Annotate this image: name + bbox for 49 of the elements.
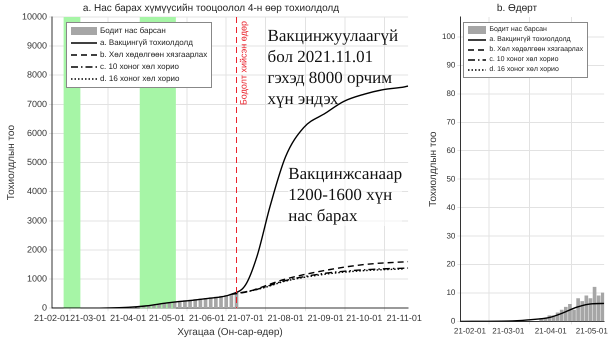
y-tick-label: 10 bbox=[446, 288, 456, 298]
x-tick-label: 21-09-01 bbox=[308, 313, 344, 324]
y-tick-label: 0 bbox=[450, 316, 456, 326]
y-tick-label: 20 bbox=[446, 260, 456, 269]
y-tick-label: 10000 bbox=[22, 11, 47, 22]
y-tick-label: 40 bbox=[446, 202, 456, 212]
y-tick-label: 8000 bbox=[26, 70, 47, 80]
x-tick-label: 21-11-01 bbox=[386, 313, 422, 324]
y-tick-label: 7000 bbox=[26, 98, 47, 109]
x-tick-label: 21-03-01 bbox=[492, 326, 525, 336]
chart-title: b. Өдөрт bbox=[496, 2, 538, 14]
ref-line-label: Бодолт хийсэн өдөр bbox=[238, 21, 248, 106]
x-tick-label: 21-02-01 bbox=[454, 326, 486, 336]
y-tick-label: 90 bbox=[446, 60, 456, 70]
legend-label: a. Вакцингүй тохиолдолд bbox=[100, 37, 193, 49]
y-tick-label: 3000 bbox=[26, 215, 47, 226]
x-tick-label: 21-07-01 bbox=[228, 313, 264, 324]
x-tick-label: 21-06-01 bbox=[188, 313, 225, 324]
legend-label: d. 16 хоног хөл хорио bbox=[100, 73, 180, 85]
x-axis-title: Хугацаа (Он-сар-өдөр) bbox=[177, 326, 283, 338]
y-tick-label: 1000 bbox=[26, 274, 47, 284]
x-tick-label: 21-05-01 bbox=[148, 313, 185, 324]
legend-label: Бодит нас барсан bbox=[100, 25, 166, 37]
y-tick-label: 2000 bbox=[26, 244, 47, 254]
x-tick-label: 21-10-01 bbox=[346, 313, 382, 324]
y-tick-label: 60 bbox=[446, 146, 456, 155]
annotation: Вакцинжсанаар 1200-1600 хүн нас барах bbox=[288, 162, 402, 226]
y-tick-label: 6000 bbox=[26, 128, 47, 138]
y-tick-label: 0 bbox=[42, 302, 47, 313]
legend-label: c. 10 хоног хөл хорио bbox=[100, 61, 179, 73]
legend-label: b. Хөл хөдөлгөөн хязгаарлах bbox=[100, 49, 208, 61]
x-tick-label: 21-03-01 bbox=[70, 313, 106, 324]
y-tick-label: 50 bbox=[446, 174, 456, 184]
x-tick-label: 21-04-01 bbox=[534, 326, 568, 336]
y-tick-label: 5000 bbox=[26, 157, 47, 168]
annotation: Вакцинжуулаагүй бол 2021.11.01 гэхэд 8000 орчим хүн эндэх bbox=[268, 25, 398, 109]
x-tick-label: 21-05-01 bbox=[576, 326, 608, 336]
y-tick-label: 30 bbox=[446, 231, 456, 240]
y-tick-label: 70 bbox=[446, 117, 456, 126]
y-axis-title: Тохиолдлын тоо bbox=[428, 131, 439, 207]
chart-title: a. Нас барах хүмүүсийн тооцоолол 4-н өөр тохиолдолд bbox=[82, 2, 340, 14]
x-tick-label: 21-08-01 bbox=[268, 313, 304, 324]
x-tick-label: 21-04-01 bbox=[110, 313, 146, 324]
y-tick-label: 9000 bbox=[26, 40, 47, 51]
y-tick-label: 100 bbox=[442, 32, 456, 42]
x-tick-label: 21-02-01 bbox=[34, 313, 70, 324]
y-axis-title: Тохиолдлын тоо bbox=[6, 124, 17, 200]
y-tick-label: 4000 bbox=[26, 186, 47, 196]
y-tick-label: 80 bbox=[446, 89, 456, 98]
